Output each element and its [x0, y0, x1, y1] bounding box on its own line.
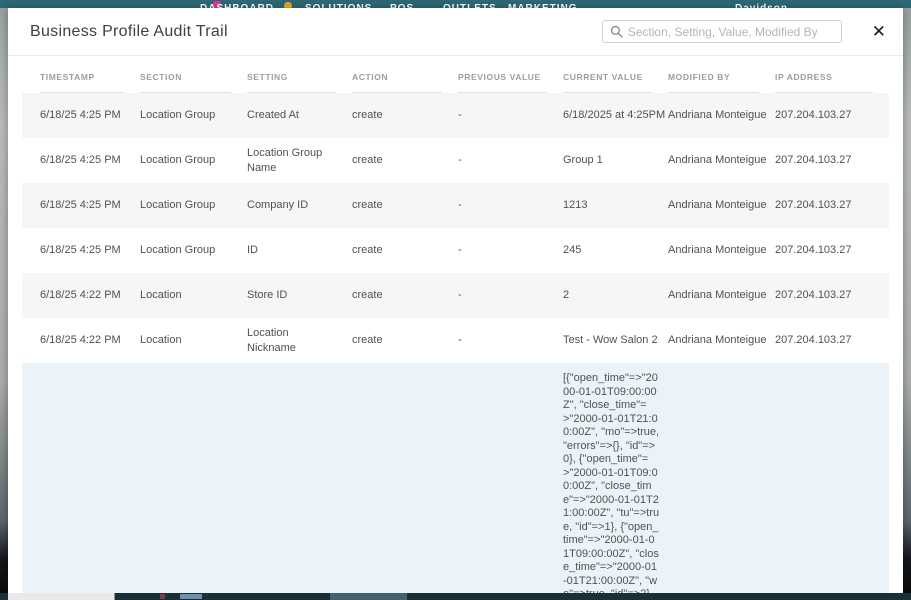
table-header-row: TIMESTAMP SECTION SETTING ACTION PREVIOU… — [22, 56, 889, 93]
nav-item-outlets[interactable]: OUTLETS — [443, 3, 497, 8]
cell-previous-value: - — [458, 154, 462, 167]
cell-previous-value: - — [458, 334, 462, 347]
cell-current-value: [{"open_time"=>"2000-01-01T09:00:00Z", "… — [563, 372, 660, 593]
cell-ip-address: 207.204.103.27 — [775, 199, 852, 212]
cell-setting: Company ID — [247, 199, 309, 212]
bottom-page-edge — [0, 593, 911, 600]
cell-current-value: 6/18/2025 at 4:25PM — [563, 109, 666, 122]
cell-setting: Store ID — [247, 289, 288, 302]
top-nav-bar: DASHBOARD SOLUTIONS POS OUTLETS MARKETIN… — [0, 0, 911, 8]
cell-section: Location Group — [140, 244, 216, 257]
cell-modified-by: Andriana Monteigue — [668, 199, 767, 212]
cell-action: create — [352, 244, 383, 257]
col-header-modified-by: MODIFIED BY — [668, 72, 759, 93]
cell-action: create — [352, 199, 383, 212]
cell-current-value: Group 1 — [563, 154, 603, 167]
col-header-setting: SETTING — [247, 72, 336, 93]
col-header-ip-address: IP ADDRESS — [775, 72, 873, 93]
rewards-icon — [284, 2, 292, 8]
table-row: 6/18/25 4:22 PM Location Store ID create… — [22, 273, 889, 318]
cell-action — [352, 368, 458, 372]
cell-timestamp: 6/18/25 4:25 PM — [40, 199, 121, 212]
table-row: [{"open_time"=>"2000-01-01T09:00:00Z", "… — [22, 363, 889, 593]
cell-section — [140, 368, 247, 372]
footer-segment — [330, 593, 407, 600]
cell-section: Location Group — [140, 154, 216, 167]
col-header-timestamp: TIMESTAMP — [40, 72, 124, 93]
cell-section: Location Group — [140, 199, 216, 212]
cell-timestamp: 6/18/25 4:22 PM — [40, 289, 121, 302]
audit-table: TIMESTAMP SECTION SETTING ACTION PREVIOU… — [22, 56, 889, 593]
cell-action: create — [352, 334, 383, 347]
table-row: 6/18/25 4:25 PM Location Group Location … — [22, 138, 889, 183]
cell-previous-value: - — [458, 109, 462, 122]
cell-current-value: 1213 — [563, 199, 588, 212]
table-row: 6/18/25 4:22 PM Location Location Nickna… — [22, 318, 889, 363]
cell-ip-address: 207.204.103.27 — [775, 244, 852, 257]
cell-setting: ID — [247, 244, 258, 257]
cell-current-value: 2 — [563, 289, 570, 302]
cell-section: Location Group — [140, 109, 216, 122]
nav-item-solutions[interactable]: SOLUTIONS — [305, 3, 372, 8]
cell-action: create — [352, 109, 383, 122]
cell-ip-address: 207.204.103.27 — [775, 154, 852, 167]
cell-current-value: Test - Wow Salon 2 — [563, 334, 658, 347]
cell-modified-by: Andriana Monteigue — [668, 334, 767, 347]
cell-current-value: 245 — [563, 244, 582, 257]
cell-timestamp: 6/18/25 4:22 PM — [40, 334, 121, 347]
cell-modified-by: Andriana Monteigue — [668, 154, 767, 167]
cell-previous-value: - — [458, 244, 462, 257]
nav-item-marketing[interactable]: MARKETING — [508, 3, 578, 8]
search-input[interactable] — [627, 24, 835, 39]
col-header-previous-value: PREVIOUS VALUE — [458, 72, 547, 93]
cell-timestamp: 6/18/25 4:25 PM — [40, 244, 121, 257]
cell-ip-address: 207.204.103.27 — [775, 289, 852, 302]
cell-setting: Created At — [247, 109, 299, 122]
cell-timestamp: 6/18/25 4:25 PM — [40, 154, 121, 167]
account-menu[interactable]: Davidson — [735, 3, 788, 8]
col-header-action: ACTION — [352, 72, 442, 93]
cell-modified-by — [668, 368, 775, 372]
cell-timestamp: 6/18/25 4:25 PM — [40, 109, 121, 122]
taskbar-fragment — [8, 593, 115, 600]
col-header-section: SECTION — [140, 72, 231, 93]
modal-title: Business Profile Audit Trail — [30, 22, 228, 40]
cell-section: Location — [140, 334, 182, 347]
cell-section: Location — [140, 289, 182, 302]
close-icon[interactable]: ✕ — [868, 21, 890, 42]
search-icon — [610, 25, 623, 38]
cell-setting — [247, 368, 352, 372]
audit-trail-modal: Business Profile Audit Trail ✕ TIMESTAMP… — [8, 8, 903, 593]
table-row: 6/18/25 4:25 PM Location Group Created A… — [22, 93, 889, 138]
cell-modified-by: Andriana Monteigue — [668, 289, 767, 302]
cell-action: create — [352, 154, 383, 167]
cell-ip-address — [775, 368, 889, 372]
taskbar-icon — [160, 594, 165, 599]
brand-logo-icon — [213, 1, 221, 8]
cell-action: create — [352, 289, 383, 302]
cell-setting: Location Group Name — [247, 147, 323, 174]
cell-previous-value: - — [458, 289, 462, 302]
taskbar-icon — [180, 594, 202, 599]
table-row: 6/18/25 4:25 PM Location Group Company I… — [22, 183, 889, 228]
col-header-current-value: CURRENT VALUE — [563, 72, 652, 93]
table-row: 6/18/25 4:25 PM Location Group ID create… — [22, 228, 889, 273]
cell-timestamp — [40, 368, 140, 372]
cell-ip-address: 207.204.103.27 — [775, 334, 852, 347]
cell-modified-by: Andriana Monteigue — [668, 109, 767, 122]
cell-previous-value — [458, 368, 563, 372]
nav-item-pos[interactable]: POS — [390, 3, 414, 8]
nav-item-dashboard[interactable]: DASHBOARD — [200, 3, 274, 8]
cell-ip-address: 207.204.103.27 — [775, 109, 852, 122]
cell-previous-value: - — [458, 199, 462, 212]
cell-setting: Location Nickname — [247, 327, 296, 354]
modal-header: Business Profile Audit Trail ✕ — [8, 8, 903, 56]
cell-modified-by: Andriana Monteigue — [668, 244, 767, 257]
search-box[interactable] — [601, 20, 842, 43]
